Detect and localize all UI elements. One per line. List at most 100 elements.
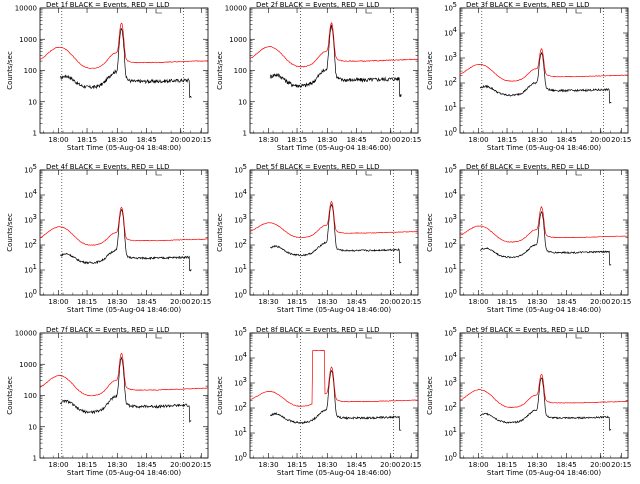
- corner-marker-icon: [575, 171, 582, 176]
- y-tick-label: 10: [24, 167, 33, 175]
- y-tick-label: 10: [444, 242, 453, 250]
- series-line-lld: [249, 22, 419, 68]
- corner-marker-icon: [365, 9, 372, 14]
- x-tick-label: 18:00: [48, 461, 68, 469]
- y-axis-label: Counts/sec: [426, 51, 434, 90]
- panel-title: Det 3f BLACK = Events, RED = LLD: [466, 1, 589, 9]
- y-tick-label: 10000: [15, 330, 37, 338]
- y-tick-exponent: 2: [33, 238, 37, 246]
- x-axis-label: Start Time (05-Aug-04 18:46:00): [67, 306, 181, 314]
- x-tick-label: 18:30: [527, 461, 547, 469]
- y-tick-label: 10000: [225, 5, 247, 13]
- x-tick-label: 18:45: [137, 136, 157, 144]
- x-tick-label: 20:15: [611, 461, 631, 469]
- series-line-events: [479, 51, 612, 104]
- y-tick-label: 10: [444, 430, 453, 438]
- series-line-events: [479, 211, 612, 266]
- x-tick-label: 18:00: [468, 298, 488, 306]
- series-line-events: [269, 23, 402, 98]
- x-tick-label: 20:00: [590, 461, 610, 469]
- y-tick-label: 10: [24, 267, 33, 275]
- corner-marker-icon: [365, 171, 372, 176]
- x-tick-label: 18:15: [77, 298, 97, 306]
- y-tick-label: 1: [33, 455, 37, 463]
- y-tick-label: 10: [444, 192, 453, 200]
- x-tick-label: 20:00: [380, 136, 400, 144]
- y-tick-exponent: 1: [453, 426, 457, 434]
- y-tick-label: 10: [444, 405, 453, 413]
- y-tick-label: 10: [444, 217, 453, 225]
- series-line-lld: [39, 22, 209, 69]
- x-tick-label: 20:15: [191, 461, 211, 469]
- y-tick-label: 100: [24, 67, 37, 75]
- x-axis-label: Start Time (05-Aug-04 18:46:00): [277, 144, 391, 152]
- y-tick-exponent: 5: [453, 163, 457, 171]
- x-axis-label: Start Time (05-Aug-04 18:46:00): [487, 144, 601, 152]
- y-tick-label: 10: [24, 192, 33, 200]
- x-tick-label: 18:45: [137, 461, 157, 469]
- y-tick-label: 10: [444, 5, 453, 13]
- plot-frame: [39, 332, 209, 459]
- series-line-lld: [459, 373, 629, 409]
- y-tick-exponent: 2: [243, 401, 247, 409]
- y-tick-label: 10: [444, 105, 453, 113]
- corner-marker-icon: [155, 334, 162, 339]
- y-axis-label: Counts/sec: [216, 213, 224, 252]
- x-tick-label: 18:45: [557, 298, 577, 306]
- y-tick-label: 10: [234, 167, 243, 175]
- x-axis-label: Start Time (05-Aug-04 18:46:00): [67, 469, 181, 477]
- x-tick-label: 18:45: [347, 136, 367, 144]
- x-tick-label: 20:15: [191, 136, 211, 144]
- x-axis-label: Start Time (05-Aug-04 18:46:00): [277, 306, 391, 314]
- x-tick-label: 18:15: [77, 136, 97, 144]
- x-tick-label: 20:00: [380, 461, 400, 469]
- plot-frame: [39, 7, 209, 134]
- corner-marker-icon: [575, 334, 582, 339]
- x-tick-label: 18:30: [317, 298, 337, 306]
- panel-title: Det 9f BLACK = Events, RED = LLD: [466, 326, 589, 334]
- y-tick-exponent: 0: [453, 451, 457, 459]
- series-line-lld: [459, 205, 629, 243]
- x-tick-label: 20:15: [611, 136, 631, 144]
- y-tick-exponent: 4: [453, 26, 458, 34]
- x-tick-label: 18:45: [557, 461, 577, 469]
- y-tick-label: 10: [444, 355, 453, 363]
- panel-title: Det 1f BLACK = Events, RED = LLD: [46, 1, 169, 9]
- y-tick-label: 10: [234, 217, 243, 225]
- panel-title: Det 2f BLACK = Events, RED = LLD: [256, 1, 379, 9]
- y-tick-label: 10: [24, 242, 33, 250]
- y-tick-exponent: 3: [243, 213, 247, 221]
- y-tick-exponent: 3: [453, 213, 457, 221]
- y-axis-label: Counts/sec: [6, 213, 14, 252]
- y-tick-exponent: 4: [453, 188, 458, 196]
- x-tick-label: 18:30: [107, 136, 127, 144]
- y-tick-exponent: 3: [453, 376, 457, 384]
- y-tick-label: 10: [234, 267, 243, 275]
- y-tick-exponent: 4: [243, 351, 248, 359]
- x-tick-label: 20:00: [590, 298, 610, 306]
- y-tick-exponent: 3: [33, 213, 37, 221]
- x-tick-label: 18:45: [347, 298, 367, 306]
- y-tick-label: 10: [444, 55, 453, 63]
- y-axis-label: Counts/sec: [426, 213, 434, 252]
- series-line-lld: [459, 48, 629, 82]
- panel-title: Det 6f BLACK = Events, RED = LLD: [466, 163, 589, 171]
- y-tick-exponent: 0: [243, 451, 247, 459]
- y-tick-label: 100: [234, 67, 247, 75]
- x-tick-label: 20:15: [401, 298, 421, 306]
- x-tick-label: 18:30: [258, 298, 278, 306]
- x-tick-label: 20:15: [401, 461, 421, 469]
- y-tick-label: 10: [24, 292, 33, 300]
- x-tick-label: 18:45: [557, 136, 577, 144]
- x-axis-label: Start Time (05-Aug-04 18:46:00): [487, 469, 601, 477]
- x-tick-label: 18:30: [107, 298, 127, 306]
- series-line-lld: [249, 200, 419, 239]
- y-tick-label: 10: [234, 380, 243, 388]
- x-tick-label: 20:15: [401, 136, 421, 144]
- y-tick-exponent: 2: [453, 76, 457, 84]
